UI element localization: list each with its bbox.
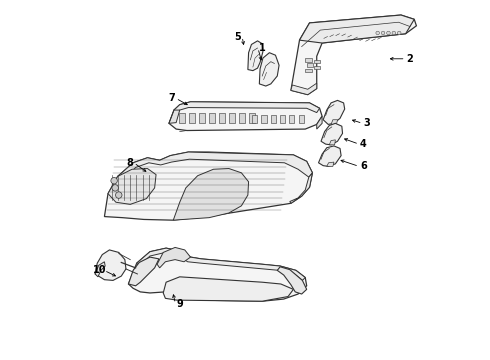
Polygon shape bbox=[291, 83, 317, 95]
Polygon shape bbox=[323, 100, 344, 125]
Bar bbox=[280, 116, 285, 123]
Polygon shape bbox=[95, 262, 105, 277]
Polygon shape bbox=[157, 247, 191, 268]
Bar bbox=[307, 63, 313, 67]
Polygon shape bbox=[173, 168, 248, 220]
Polygon shape bbox=[291, 15, 416, 95]
Polygon shape bbox=[299, 15, 414, 43]
Circle shape bbox=[392, 31, 395, 35]
Polygon shape bbox=[104, 152, 313, 220]
Bar bbox=[314, 66, 319, 69]
Circle shape bbox=[381, 31, 385, 35]
Polygon shape bbox=[321, 123, 343, 145]
Bar bbox=[219, 113, 225, 123]
Polygon shape bbox=[317, 116, 322, 129]
Bar bbox=[248, 113, 255, 123]
Bar bbox=[290, 116, 294, 123]
Text: 8: 8 bbox=[126, 158, 133, 168]
Circle shape bbox=[387, 31, 390, 35]
Bar bbox=[271, 116, 276, 123]
Bar bbox=[229, 113, 235, 123]
Polygon shape bbox=[137, 248, 305, 280]
Text: 6: 6 bbox=[360, 161, 367, 171]
Bar bbox=[198, 113, 205, 123]
Polygon shape bbox=[329, 140, 335, 145]
Bar bbox=[305, 58, 312, 62]
Polygon shape bbox=[318, 146, 341, 166]
Bar bbox=[299, 116, 304, 123]
Polygon shape bbox=[327, 162, 334, 166]
Text: 7: 7 bbox=[168, 93, 175, 103]
Polygon shape bbox=[163, 277, 294, 301]
Polygon shape bbox=[259, 53, 279, 86]
Polygon shape bbox=[248, 41, 263, 71]
Circle shape bbox=[397, 31, 401, 35]
Polygon shape bbox=[128, 248, 307, 301]
Bar bbox=[209, 113, 215, 123]
Polygon shape bbox=[108, 168, 156, 204]
Bar bbox=[179, 113, 185, 123]
Circle shape bbox=[376, 31, 379, 35]
Polygon shape bbox=[115, 152, 313, 193]
Polygon shape bbox=[128, 257, 159, 286]
Bar bbox=[305, 69, 312, 72]
Bar bbox=[262, 116, 267, 123]
Polygon shape bbox=[331, 120, 338, 125]
Text: 4: 4 bbox=[360, 139, 367, 149]
Polygon shape bbox=[277, 267, 307, 294]
Circle shape bbox=[116, 192, 122, 198]
Bar bbox=[189, 113, 195, 123]
Bar bbox=[314, 60, 319, 63]
Polygon shape bbox=[174, 102, 319, 115]
Circle shape bbox=[112, 185, 119, 191]
Text: 5: 5 bbox=[234, 32, 241, 41]
Polygon shape bbox=[169, 110, 180, 123]
Text: 1: 1 bbox=[259, 43, 266, 53]
Polygon shape bbox=[290, 173, 313, 203]
Text: 3: 3 bbox=[364, 118, 370, 128]
Polygon shape bbox=[169, 102, 322, 131]
Text: 2: 2 bbox=[407, 54, 414, 64]
Bar bbox=[252, 116, 257, 123]
Text: 10: 10 bbox=[93, 265, 106, 275]
Bar bbox=[239, 113, 245, 123]
Text: 9: 9 bbox=[176, 299, 183, 309]
Polygon shape bbox=[95, 250, 126, 280]
Circle shape bbox=[111, 177, 117, 184]
